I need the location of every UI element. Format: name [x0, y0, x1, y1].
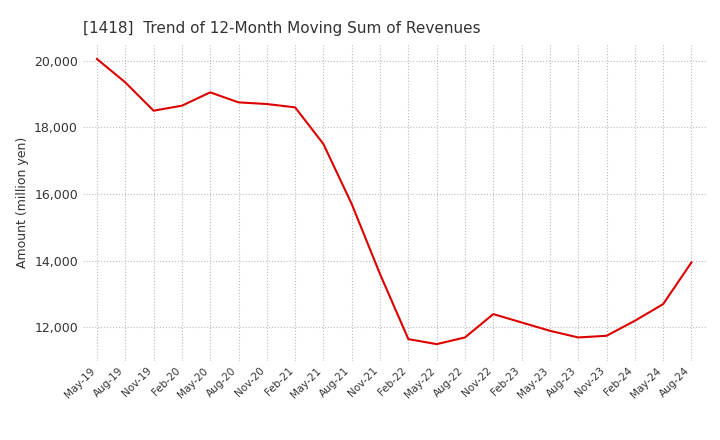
- Text: [1418]  Trend of 12-Month Moving Sum of Revenues: [1418] Trend of 12-Month Moving Sum of R…: [83, 21, 480, 36]
- Y-axis label: Amount (million yen): Amount (million yen): [16, 137, 29, 268]
